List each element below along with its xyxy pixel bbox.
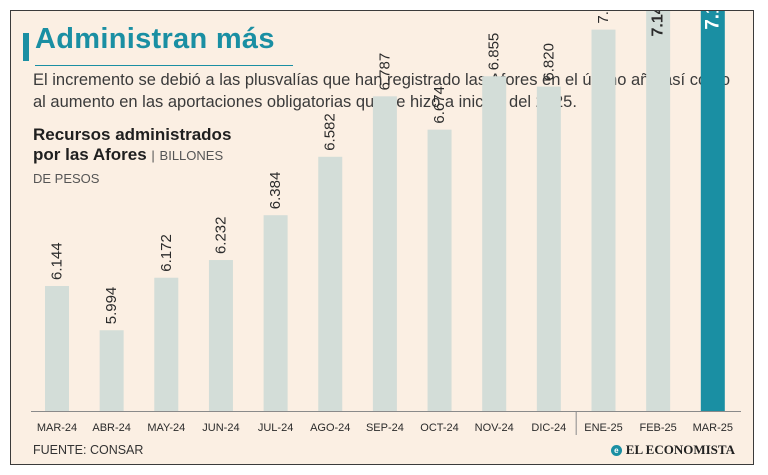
brand-name: EL ECONOMISTA <box>625 442 735 457</box>
category-label-sep-24: SEP-24 <box>366 422 404 434</box>
value-label-jun-24: 6.232 <box>212 216 229 254</box>
chart-title-line2: por las Afores <box>33 145 147 164</box>
infographic-frame: Administran más El incremento se debió a… <box>10 10 754 465</box>
value-label-dic-24: 6.820 <box>540 43 557 81</box>
bar-mar-24 <box>45 286 69 411</box>
category-label-oct-24: OCT-24 <box>420 422 459 434</box>
bar-feb-25 <box>646 11 671 411</box>
chart-unit-line1: BILLONES <box>159 148 224 163</box>
value-label-ene-25: 7.013 <box>595 11 612 24</box>
bar-abr-24 <box>99 330 124 411</box>
chart-title-line1: Recursos administrados <box>33 125 232 144</box>
category-label-abr-24: ABR-24 <box>92 422 131 434</box>
title-accent-bar <box>23 33 29 61</box>
e-circle-icon: e <box>610 444 622 456</box>
bar-jun-24 <box>208 260 233 411</box>
category-label-mar-24: MAR-24 <box>37 422 77 434</box>
value-label-nov-24: 6.855 <box>486 33 503 71</box>
bar-chart: 6.144 MAR-24 5.994 ABR-24 6.172 MAY-24 6.232 JU… <box>31 11 741 435</box>
value-label-jul-24: 6.384 <box>267 172 284 210</box>
value-label-oct-24: 6.674 <box>431 86 448 124</box>
value-label-sep-24: 6.787 <box>376 53 393 91</box>
chart-unit-separator: | <box>151 148 155 163</box>
category-label-feb-25: FEB-25 <box>640 422 677 434</box>
value-label-feb-25: 7.146 <box>650 11 667 36</box>
source-note: FUENTE: CONSAR <box>33 443 144 457</box>
bar-oct-24 <box>427 129 452 411</box>
bar-ago-24 <box>318 156 343 411</box>
category-label-mar-25: MAR-25 <box>693 422 733 434</box>
headline-underline <box>35 65 293 66</box>
bar-nov-24 <box>482 76 507 411</box>
category-label-nov-24: NOV-24 <box>475 422 514 434</box>
headline: Administran más <box>35 23 275 55</box>
category-label-may-24: MAY-24 <box>147 422 185 434</box>
category-label-ene-25: ENE-25 <box>584 422 623 434</box>
category-label-jul-24: JUL-24 <box>258 422 293 434</box>
chart-unit-line2: DE PESOS <box>33 171 100 186</box>
value-label-mar-25: 7.194 <box>702 11 723 30</box>
bar-sep-24 <box>372 96 397 411</box>
lede-text: El incremento se debió a las plusvalías … <box>33 71 731 111</box>
value-label-ago-24: 6.582 <box>322 113 339 151</box>
bar-ene-25 <box>591 29 616 412</box>
bar-jul-24 <box>263 215 288 411</box>
chart-title: Recursos administrados por las Afores | … <box>33 125 231 166</box>
category-label-jun-24: JUN-24 <box>202 422 239 434</box>
value-label-mar-24: 6.144 <box>49 242 66 280</box>
category-label-dic-24: DIC-24 <box>531 422 566 434</box>
bar-may-24 <box>154 277 179 411</box>
bar-mar-25 <box>700 11 725 411</box>
bar-dic-24 <box>536 86 561 411</box>
value-label-may-24: 6.172 <box>158 234 175 272</box>
value-label-abr-24: 5.994 <box>103 287 120 325</box>
brand-logo: e EL ECONOMISTA <box>610 442 735 458</box>
category-label-ago-24: AGO-24 <box>310 422 350 434</box>
